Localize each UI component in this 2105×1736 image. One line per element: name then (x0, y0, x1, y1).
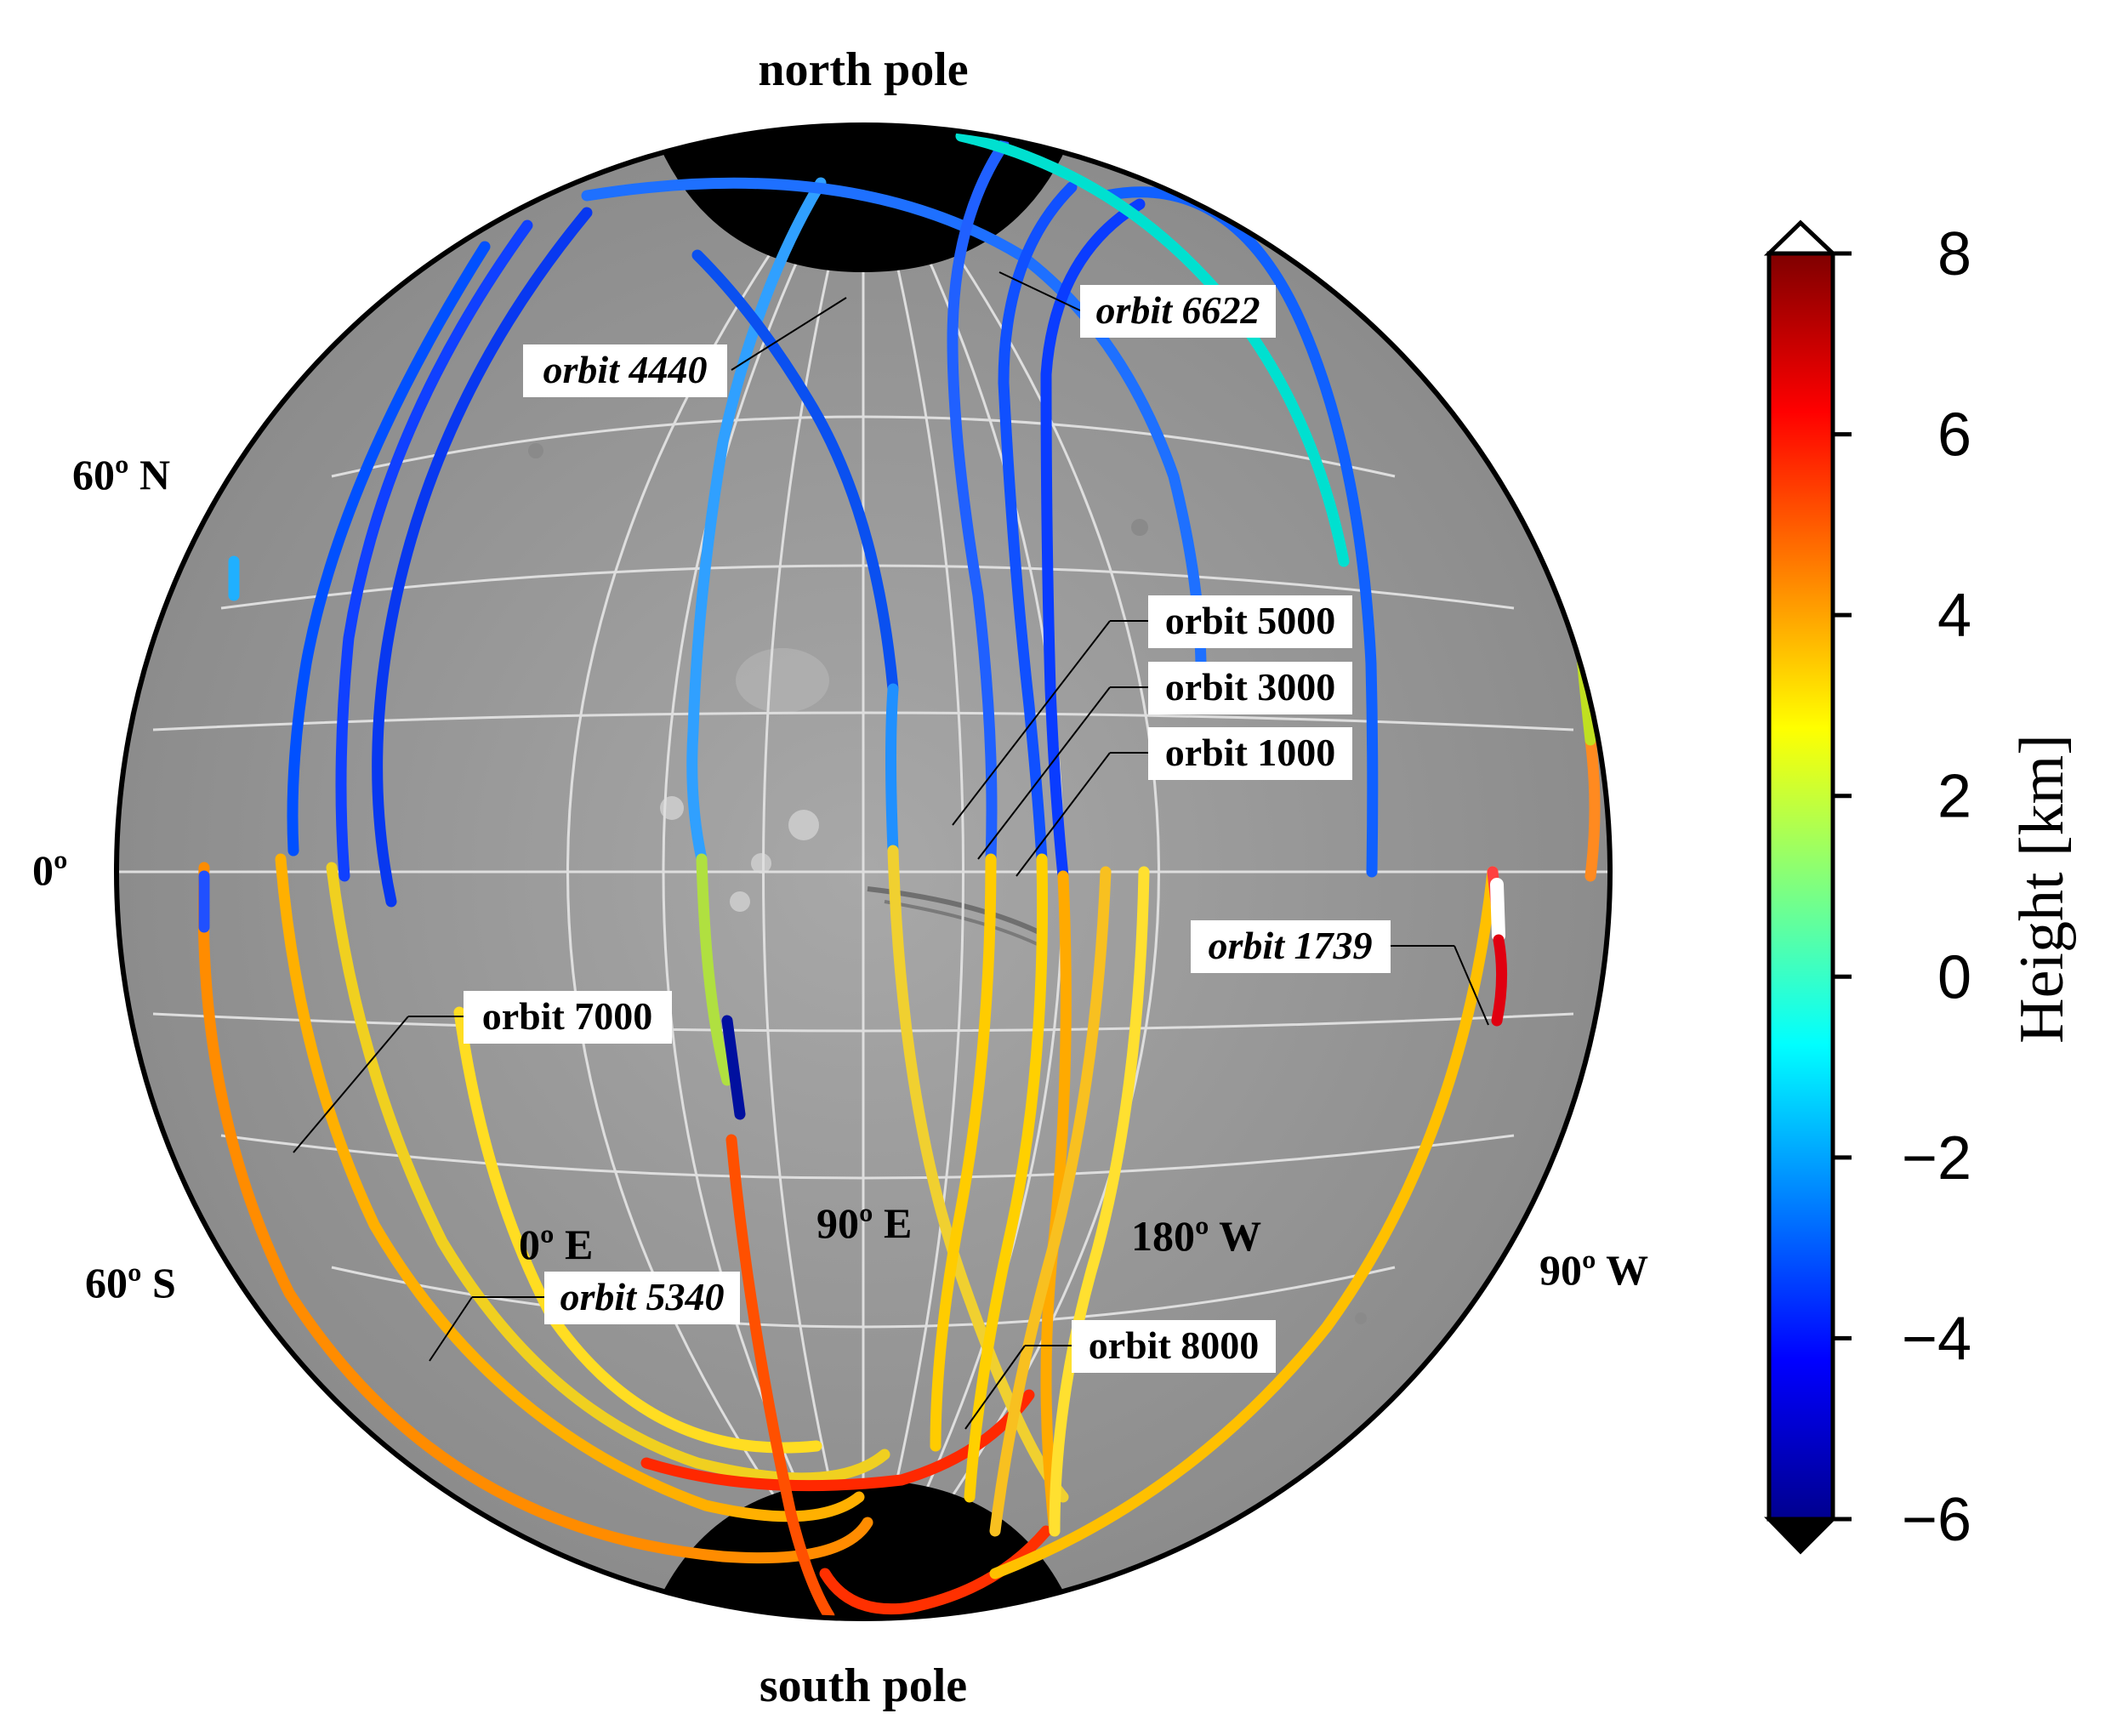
orbit-label-6622: orbit 6622 (998, 271, 1276, 338)
south-pole-label: south pole (760, 1659, 967, 1712)
orbit-labels: orbit 4440 orbit 6622 orbit 5000 orbit 3… (293, 271, 1489, 1430)
colorbar-frame (1766, 251, 1835, 1522)
orbit-track (372, 207, 593, 908)
svg-text:orbit 1739: orbit 1739 (1209, 924, 1373, 967)
colorbar-tick-label: −6 (1902, 1486, 1971, 1554)
lon-label-180w: 180º W (1131, 1212, 1261, 1260)
orbit-track (696, 853, 733, 1086)
orbit-track (326, 862, 890, 1484)
orbit-label-3000: orbit 3000 (977, 662, 1352, 860)
globe-outline (114, 122, 1613, 1621)
lon-label-90w: 90º W (1539, 1246, 1648, 1294)
colorbar: 8 6 4 2 0 −2 −4 −6 Height [km] (1763, 219, 2077, 1555)
orbit-label-4440: orbit 4440 (523, 297, 847, 397)
orbit-label-5000: orbit 5000 (952, 595, 1352, 826)
orbit-track (686, 177, 827, 865)
colorbar-tick-label: −2 (1902, 1124, 1971, 1192)
colorbar-min-extend (1764, 1517, 1839, 1555)
orbit-label-5340: orbit 5340 (429, 1272, 740, 1362)
orbit-track (287, 241, 491, 857)
orbit-track (275, 853, 865, 1523)
orbit-track (1040, 198, 1146, 882)
orbit-label-1739: orbit 1739 (1191, 920, 1489, 1026)
svg-text:orbit 5340: orbit 5340 (560, 1275, 725, 1318)
orbit-track (197, 862, 873, 1564)
svg-text:orbit 5000: orbit 5000 (1165, 599, 1336, 642)
lon-label-90e: 90º E (816, 1199, 912, 1247)
orbit-track (998, 181, 1078, 865)
svg-text:orbit 4440: orbit 4440 (543, 348, 708, 391)
orbit-track (964, 853, 1049, 1503)
orbit-track (1049, 866, 1150, 1537)
lon-label-0e: 0º E (519, 1221, 593, 1268)
orbit-track (955, 130, 1350, 567)
north-pole-label: north pole (758, 43, 968, 96)
lat-label-60n: 60º N (72, 451, 170, 498)
lat-label-equator: 0º (32, 846, 68, 894)
svg-text:orbit 7000: orbit 7000 (482, 994, 653, 1038)
orbit-track (930, 853, 997, 1452)
orbit-label-1000: orbit 1000 (1016, 727, 1352, 877)
colorbar-tick-label: 4 (1937, 582, 1971, 650)
orbit-track (947, 139, 1010, 865)
orbit-track (989, 866, 1112, 1537)
orbit-track (721, 1015, 746, 1120)
lat-label-60s: 60º S (85, 1259, 176, 1306)
orbit-track (581, 177, 1207, 669)
colorbar-tick-label: 2 (1937, 763, 1971, 831)
colorbar-ticks: 8 6 4 2 0 −2 −4 −6 (1833, 220, 1971, 1554)
svg-text:orbit 6622: orbit 6622 (1096, 288, 1260, 332)
globe (114, 122, 1613, 1621)
orbit-track (1491, 934, 1508, 1027)
colorbar-max-extend (1763, 219, 1839, 256)
orbit-track (640, 1389, 1035, 1492)
orbit-track (691, 249, 899, 695)
svg-text:orbit 8000: orbit 8000 (1089, 1323, 1260, 1367)
orbit-track (989, 866, 1499, 1579)
orbit-label-7000: orbit 7000 (293, 991, 672, 1153)
colorbar-tick-label: −4 (1902, 1305, 1971, 1373)
colorbar-tick-label: 0 (1937, 943, 1971, 1011)
orbit-track (1584, 734, 1601, 882)
orbit-track (1490, 878, 1505, 942)
orbit-track (725, 1134, 835, 1619)
orbit-track (335, 219, 533, 882)
colorbar-tick-label: 6 (1937, 401, 1971, 470)
svg-text:orbit 3000: orbit 3000 (1165, 665, 1336, 709)
colorbar-gradient (1769, 253, 1833, 1519)
colorbar-title: Height [km] (2007, 734, 2077, 1044)
orbit-track (885, 683, 899, 857)
colorbar-tick-label: 8 (1937, 220, 1971, 288)
svg-text:orbit 1000: orbit 1000 (1165, 731, 1336, 774)
orbit-label-8000: orbit 8000 (964, 1320, 1276, 1430)
